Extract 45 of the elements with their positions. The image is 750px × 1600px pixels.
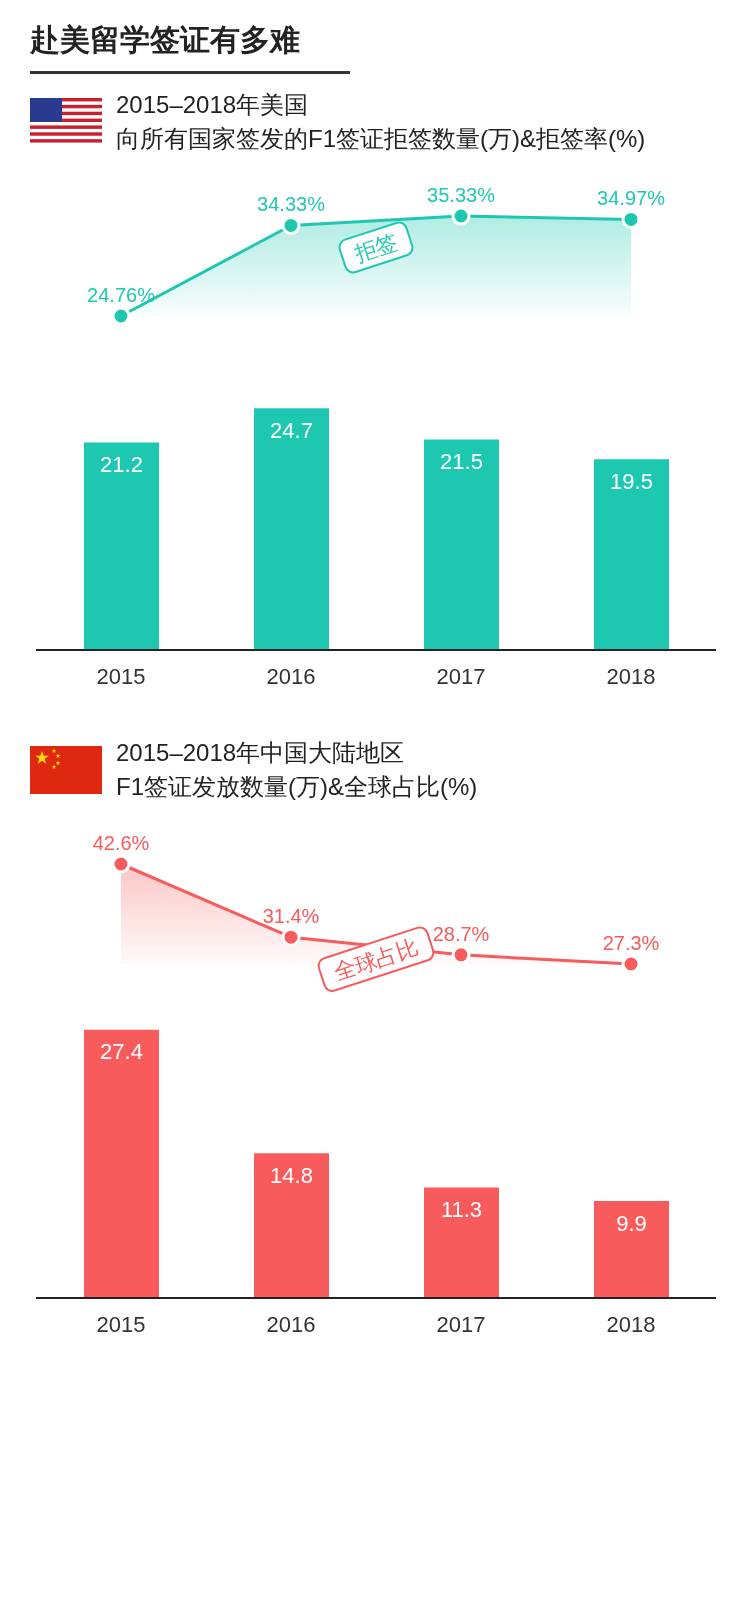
point (111, 306, 131, 326)
bar (424, 1187, 499, 1298)
bar (254, 1153, 329, 1298)
series-label: 拒签 (350, 229, 401, 267)
bar (424, 439, 499, 650)
bar (594, 459, 669, 650)
data-label: 21.5 (440, 449, 483, 475)
point (451, 206, 471, 226)
x-tick-label: 2015 (96, 663, 146, 689)
chart-subtitle: 向所有国家签发的F1签证拒签数量(万)&拒签率(%) (116, 124, 646, 154)
data-label: 31.4% (262, 905, 320, 928)
x-tick-label: 2017 (436, 663, 486, 689)
series-label: 全球占比 (330, 934, 422, 986)
x-tick-label: 2016 (266, 1311, 316, 1337)
x-tick-label: 2016 (266, 663, 316, 689)
x-tick-label: 2015 (96, 1311, 146, 1337)
data-label: 28.7% (432, 922, 490, 945)
text: 赴美留学签证有多难 (30, 8, 350, 74)
data-label: 21.2 (100, 452, 143, 478)
bar (84, 1029, 159, 1298)
data-label: 34.33% (257, 193, 326, 216)
data-label: 24.76% (87, 284, 156, 306)
bar (84, 442, 159, 650)
point (621, 954, 641, 974)
data-label: 19.5 (610, 468, 653, 494)
data-label: 35.33% (427, 184, 496, 206)
data-label: 27.4 (100, 1039, 143, 1065)
chart-subtitle: F1签证发放数量(万)&全球占比(%) (116, 772, 478, 802)
data-label: 27.3% (602, 932, 660, 954)
data-label: 24.7 (270, 417, 313, 443)
data-label: 11.3 (440, 1197, 483, 1223)
bar (594, 1201, 669, 1298)
chart-title: 2015–2018年美国 (116, 90, 310, 120)
x-tick-label: 2018 (606, 663, 656, 689)
bar (254, 408, 329, 650)
data-label: 9.9 (616, 1210, 647, 1236)
point (111, 854, 131, 874)
point (451, 945, 471, 965)
x-tick-label: 2017 (436, 1311, 486, 1337)
x-tick-label: 2018 (606, 1311, 656, 1337)
data-label: 42.6% (92, 832, 150, 854)
data-label: 14.8 (270, 1162, 313, 1188)
chart-title: 2015–2018年中国大陆地区 (116, 738, 406, 768)
point (281, 927, 301, 947)
data-label: 34.97% (597, 187, 666, 210)
